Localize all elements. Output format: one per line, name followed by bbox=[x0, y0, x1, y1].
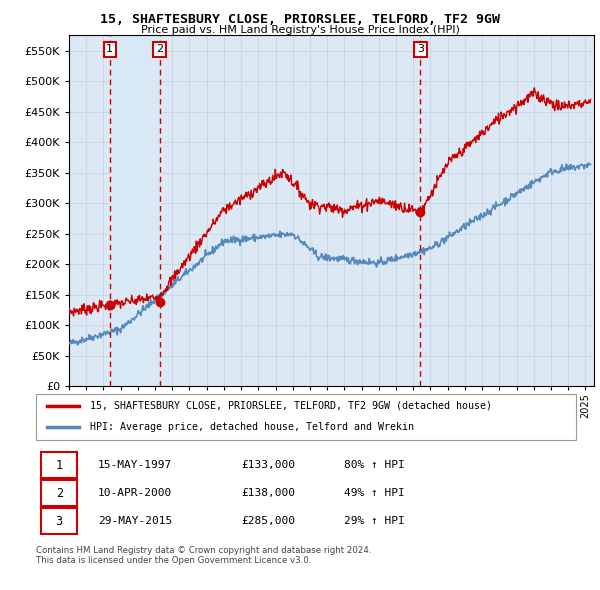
Text: 29% ↑ HPI: 29% ↑ HPI bbox=[344, 516, 404, 526]
Text: 2: 2 bbox=[156, 44, 163, 54]
Bar bbox=[110, 35, 160, 386]
Text: 1: 1 bbox=[106, 44, 113, 54]
Text: 1: 1 bbox=[56, 459, 63, 472]
FancyBboxPatch shape bbox=[36, 394, 576, 440]
Text: 49% ↑ HPI: 49% ↑ HPI bbox=[344, 489, 404, 498]
Text: 15-MAY-1997: 15-MAY-1997 bbox=[98, 460, 172, 470]
Text: 15, SHAFTESBURY CLOSE, PRIORSLEE, TELFORD, TF2 9GW: 15, SHAFTESBURY CLOSE, PRIORSLEE, TELFOR… bbox=[100, 13, 500, 26]
FancyBboxPatch shape bbox=[41, 480, 77, 506]
Text: £285,000: £285,000 bbox=[241, 516, 295, 526]
Text: 3: 3 bbox=[56, 514, 63, 527]
Text: Contains HM Land Registry data © Crown copyright and database right 2024.
This d: Contains HM Land Registry data © Crown c… bbox=[36, 546, 371, 565]
Text: 10-APR-2000: 10-APR-2000 bbox=[98, 489, 172, 498]
Text: Price paid vs. HM Land Registry's House Price Index (HPI): Price paid vs. HM Land Registry's House … bbox=[140, 25, 460, 35]
Text: 2: 2 bbox=[56, 487, 63, 500]
FancyBboxPatch shape bbox=[41, 452, 77, 478]
Text: 80% ↑ HPI: 80% ↑ HPI bbox=[344, 460, 404, 470]
Text: HPI: Average price, detached house, Telford and Wrekin: HPI: Average price, detached house, Telf… bbox=[90, 422, 414, 432]
Text: £133,000: £133,000 bbox=[241, 460, 295, 470]
Text: 3: 3 bbox=[417, 44, 424, 54]
Text: £138,000: £138,000 bbox=[241, 489, 295, 498]
Text: 29-MAY-2015: 29-MAY-2015 bbox=[98, 516, 172, 526]
FancyBboxPatch shape bbox=[41, 507, 77, 535]
Text: 15, SHAFTESBURY CLOSE, PRIORSLEE, TELFORD, TF2 9GW (detached house): 15, SHAFTESBURY CLOSE, PRIORSLEE, TELFOR… bbox=[90, 401, 492, 411]
